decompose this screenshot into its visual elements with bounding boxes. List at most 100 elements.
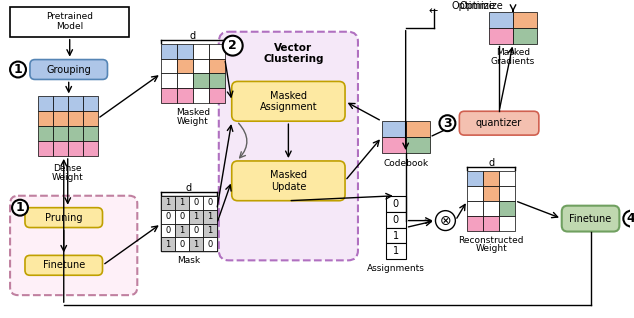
- Bar: [209, 44, 225, 59]
- Bar: [161, 44, 177, 59]
- Bar: [499, 186, 515, 201]
- Bar: [483, 201, 499, 216]
- Text: 0: 0: [179, 212, 184, 221]
- Bar: [193, 88, 209, 103]
- Bar: [53, 141, 68, 156]
- Bar: [161, 224, 175, 238]
- Text: 0: 0: [392, 199, 399, 209]
- Bar: [467, 216, 483, 231]
- FancyBboxPatch shape: [232, 161, 345, 201]
- Text: Optimize: Optimize: [460, 1, 503, 11]
- Bar: [189, 238, 203, 252]
- Text: 0: 0: [392, 215, 399, 225]
- Text: 0: 0: [165, 226, 171, 235]
- Bar: [499, 216, 515, 231]
- Bar: [467, 171, 483, 186]
- Text: Weight: Weight: [476, 245, 507, 253]
- Bar: [53, 96, 68, 111]
- Bar: [193, 59, 209, 73]
- Text: 1: 1: [207, 212, 212, 221]
- Text: Masked: Masked: [496, 48, 530, 57]
- Bar: [386, 228, 406, 244]
- Bar: [68, 96, 82, 111]
- Bar: [467, 186, 483, 201]
- Text: Masked
Assignment: Masked Assignment: [259, 91, 317, 112]
- Bar: [382, 121, 406, 137]
- Bar: [82, 141, 98, 156]
- Text: Optimize: Optimize: [451, 1, 495, 11]
- Bar: [177, 88, 193, 103]
- Circle shape: [10, 62, 26, 78]
- Text: Reconstructed: Reconstructed: [458, 236, 524, 245]
- Bar: [382, 137, 406, 153]
- Bar: [489, 28, 513, 44]
- Bar: [82, 126, 98, 141]
- Text: 0: 0: [207, 240, 212, 249]
- Bar: [53, 111, 68, 126]
- Bar: [38, 96, 53, 111]
- FancyBboxPatch shape: [219, 32, 358, 260]
- Bar: [161, 196, 217, 252]
- Bar: [189, 224, 203, 238]
- Bar: [203, 196, 217, 210]
- Text: Masked
Update: Masked Update: [270, 170, 307, 192]
- FancyBboxPatch shape: [10, 196, 138, 295]
- Text: Pruning: Pruning: [45, 213, 82, 223]
- Text: 1: 1: [193, 240, 198, 249]
- Text: Mask: Mask: [178, 256, 200, 266]
- Text: Masked: Masked: [176, 108, 210, 117]
- Text: Assignments: Assignments: [367, 264, 425, 273]
- Bar: [513, 28, 537, 44]
- Text: 3: 3: [443, 117, 452, 130]
- Bar: [177, 44, 193, 59]
- Bar: [10, 7, 129, 37]
- Bar: [68, 141, 82, 156]
- Bar: [386, 196, 406, 212]
- Text: 4: 4: [627, 212, 634, 225]
- Bar: [406, 137, 429, 153]
- Text: Pretrained
Model: Pretrained Model: [46, 12, 93, 31]
- Bar: [38, 141, 53, 156]
- Bar: [82, 111, 98, 126]
- Bar: [175, 210, 189, 224]
- Bar: [483, 186, 499, 201]
- Text: Codebook: Codebook: [383, 159, 428, 168]
- Text: 0: 0: [207, 198, 212, 207]
- Bar: [161, 238, 175, 252]
- Text: d: d: [190, 31, 196, 41]
- Circle shape: [436, 211, 455, 231]
- Bar: [386, 212, 406, 228]
- Bar: [189, 196, 203, 210]
- Text: Weight: Weight: [177, 117, 209, 126]
- Bar: [499, 171, 515, 186]
- Text: 1: 1: [179, 198, 184, 207]
- Bar: [177, 59, 193, 73]
- Bar: [177, 73, 193, 88]
- Text: 1: 1: [16, 201, 24, 214]
- Text: ←: ←: [429, 6, 438, 16]
- Bar: [175, 238, 189, 252]
- Circle shape: [439, 115, 455, 131]
- FancyBboxPatch shape: [562, 206, 619, 232]
- Text: 1: 1: [392, 231, 399, 240]
- Circle shape: [223, 36, 243, 56]
- Bar: [38, 126, 53, 141]
- Bar: [209, 73, 225, 88]
- Bar: [161, 210, 175, 224]
- FancyBboxPatch shape: [25, 208, 103, 228]
- Bar: [175, 196, 189, 210]
- Bar: [513, 12, 537, 28]
- Bar: [483, 171, 499, 186]
- Text: 1: 1: [392, 246, 399, 256]
- Bar: [489, 12, 513, 28]
- Bar: [161, 88, 177, 103]
- Text: 1: 1: [179, 226, 184, 235]
- Bar: [193, 73, 209, 88]
- Bar: [82, 96, 98, 111]
- Bar: [38, 111, 53, 126]
- Bar: [175, 224, 189, 238]
- Text: 1: 1: [193, 212, 198, 221]
- Bar: [203, 238, 217, 252]
- Text: ⊗: ⊗: [439, 214, 451, 228]
- Bar: [189, 210, 203, 224]
